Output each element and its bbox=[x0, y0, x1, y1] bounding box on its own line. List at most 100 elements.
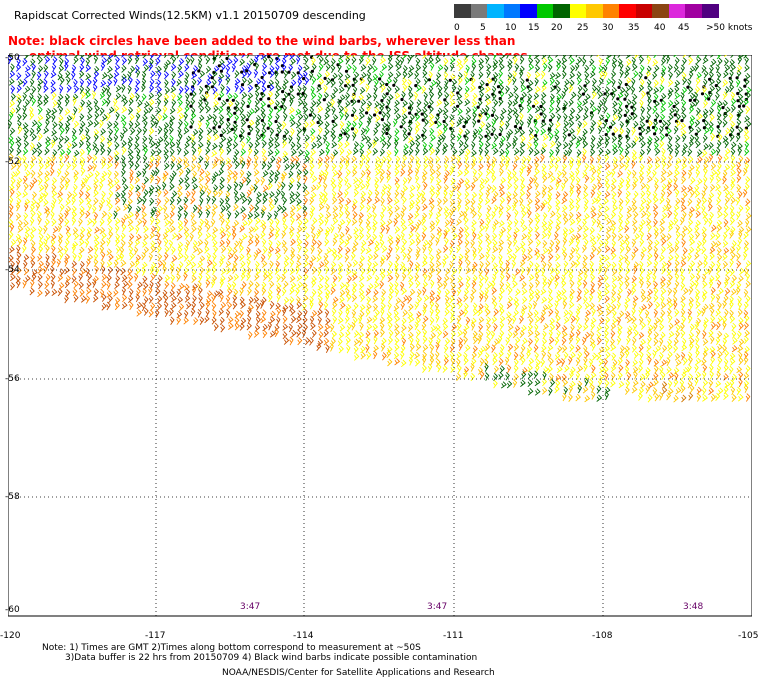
wind-barb bbox=[443, 55, 446, 58]
wind-barb bbox=[626, 99, 632, 107]
wind-barb bbox=[653, 55, 657, 59]
wind-barb bbox=[184, 105, 190, 114]
wind-barb bbox=[372, 65, 378, 74]
contamination-circle bbox=[539, 112, 543, 116]
wind-barb bbox=[612, 126, 619, 135]
wind-barb bbox=[591, 64, 597, 74]
contamination-circle bbox=[686, 85, 690, 89]
wind-barb bbox=[654, 141, 659, 151]
wind-barb bbox=[241, 119, 247, 128]
wind-barb bbox=[29, 78, 35, 88]
wind-barb bbox=[86, 99, 92, 108]
contamination-circle bbox=[623, 97, 627, 101]
wind-barb bbox=[394, 99, 400, 107]
wind-barb bbox=[358, 119, 363, 129]
wind-barb bbox=[274, 78, 280, 88]
wind-barb bbox=[232, 141, 239, 150]
contamination-circle bbox=[653, 132, 657, 136]
wind-barb bbox=[141, 114, 148, 122]
wind-barb bbox=[528, 113, 534, 123]
wind-barb bbox=[367, 55, 371, 58]
wind-barb bbox=[666, 142, 673, 150]
wind-barb bbox=[456, 55, 459, 58]
wind-barb bbox=[589, 58, 595, 67]
map-title: Rapidscat Corrected Winds(12.5KM) v1.1 2… bbox=[14, 9, 366, 22]
wind-barb bbox=[353, 114, 359, 122]
wind-barb bbox=[423, 76, 429, 86]
wind-barb bbox=[478, 133, 484, 143]
wind-barb bbox=[332, 114, 339, 122]
wind-barb bbox=[632, 93, 638, 102]
contamination-circle bbox=[630, 105, 634, 109]
wind-barb bbox=[463, 70, 468, 80]
wind-barb bbox=[493, 99, 499, 108]
wind-barb bbox=[51, 107, 58, 116]
wind-barb bbox=[66, 76, 71, 85]
wind-barb bbox=[240, 148, 247, 157]
wind-barb bbox=[414, 125, 420, 135]
wind-barb bbox=[254, 105, 260, 114]
wind-barb bbox=[722, 119, 728, 128]
wind-barb bbox=[150, 114, 156, 122]
wind-barb bbox=[345, 92, 351, 101]
wind-barb bbox=[568, 114, 575, 122]
wind-barb bbox=[703, 55, 708, 60]
contamination-circle bbox=[408, 111, 412, 115]
wind-barb bbox=[291, 79, 297, 88]
wind-barb bbox=[723, 70, 729, 79]
wind-barb bbox=[9, 146, 14, 155]
wind-barb bbox=[80, 134, 87, 142]
wind-barb bbox=[450, 133, 456, 142]
wind-barb bbox=[598, 135, 604, 144]
contamination-circle bbox=[378, 77, 382, 81]
wind-barb bbox=[388, 94, 394, 102]
wind-barb bbox=[108, 106, 115, 114]
contamination-circle bbox=[231, 98, 235, 102]
wind-barb bbox=[641, 90, 646, 99]
scale-label: 10 bbox=[505, 23, 517, 33]
wind-barb bbox=[381, 111, 387, 120]
wind-barb bbox=[450, 141, 455, 150]
wind-barb bbox=[176, 55, 180, 59]
wind-barb bbox=[282, 150, 289, 158]
wind-barb bbox=[73, 56, 79, 65]
wind-barb bbox=[617, 92, 624, 100]
wind-barb bbox=[386, 140, 392, 150]
scale-swatch bbox=[701, 4, 719, 18]
wind-barb bbox=[744, 72, 751, 81]
wind-barb bbox=[631, 105, 637, 114]
wind-barb bbox=[254, 140, 260, 149]
wind-barb bbox=[507, 76, 512, 86]
wind-barb bbox=[171, 92, 176, 101]
wind-barb bbox=[322, 134, 328, 144]
contamination-circle bbox=[273, 106, 278, 110]
wind-barb bbox=[360, 64, 367, 72]
wind-barb bbox=[682, 55, 687, 58]
wind-barb bbox=[85, 64, 92, 72]
wind-barb bbox=[606, 78, 612, 86]
contamination-circle bbox=[365, 111, 369, 115]
wind-barb bbox=[561, 57, 568, 65]
wind-barb bbox=[682, 57, 687, 66]
wind-barb bbox=[351, 56, 357, 65]
wind-barb bbox=[102, 113, 108, 122]
wind-barb bbox=[316, 134, 322, 143]
wind-barb bbox=[744, 56, 749, 65]
wind-barb bbox=[492, 59, 499, 67]
wind-barb bbox=[568, 119, 575, 128]
contamination-circle bbox=[743, 84, 747, 88]
wind-barb bbox=[491, 106, 496, 116]
wind-barb bbox=[303, 106, 309, 115]
wind-barb bbox=[130, 65, 136, 74]
wind-barb bbox=[519, 97, 525, 106]
wind-barb bbox=[43, 64, 49, 73]
wind-barb bbox=[15, 136, 22, 144]
wind-barb bbox=[22, 58, 28, 67]
wind-barb bbox=[150, 149, 156, 158]
wind-barb bbox=[660, 113, 666, 122]
wind-barb bbox=[115, 111, 120, 121]
wind-barb bbox=[464, 85, 470, 95]
wind-barb bbox=[521, 91, 528, 100]
wind-barb bbox=[441, 133, 446, 143]
wind-barb bbox=[435, 56, 441, 64]
